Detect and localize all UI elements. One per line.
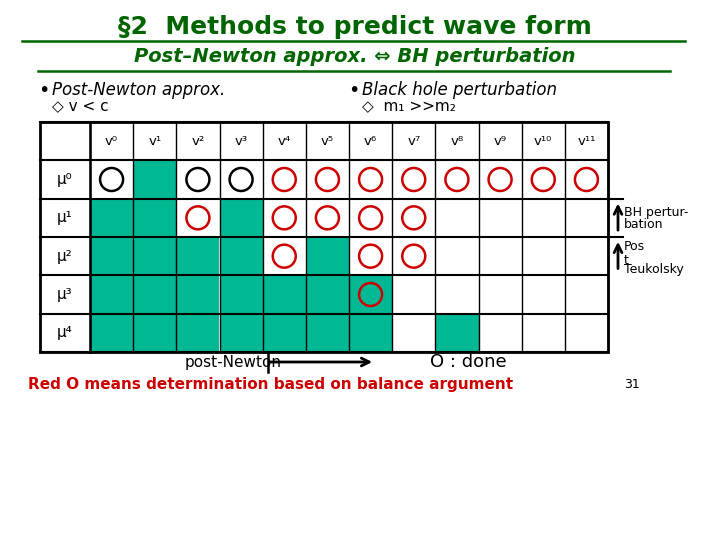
Text: v¹¹: v¹¹ bbox=[577, 134, 595, 147]
Bar bbox=[90, 314, 133, 352]
Text: μ³: μ³ bbox=[57, 287, 73, 302]
Text: bation: bation bbox=[624, 218, 664, 231]
Bar bbox=[306, 314, 349, 352]
Text: μ⁴: μ⁴ bbox=[57, 325, 73, 340]
Bar bbox=[263, 275, 306, 314]
Bar bbox=[220, 275, 263, 314]
Bar bbox=[263, 314, 306, 352]
Bar bbox=[40, 122, 608, 352]
Text: v⁷: v⁷ bbox=[407, 134, 420, 147]
Text: v³: v³ bbox=[235, 134, 248, 147]
Bar bbox=[349, 275, 392, 314]
Bar bbox=[133, 237, 176, 275]
Text: Post–Newton approx. ⇔ BH perturbation: Post–Newton approx. ⇔ BH perturbation bbox=[134, 48, 576, 66]
Text: v⁸: v⁸ bbox=[450, 134, 464, 147]
Text: Red O means determination based on balance argument: Red O means determination based on balan… bbox=[28, 377, 513, 393]
Bar bbox=[306, 237, 349, 275]
Bar bbox=[90, 275, 133, 314]
Text: ◇ v < c: ◇ v < c bbox=[52, 99, 109, 114]
Bar bbox=[176, 275, 220, 314]
Bar bbox=[133, 275, 176, 314]
Text: •: • bbox=[348, 80, 359, 99]
Text: ◇  m₁ >>m₂: ◇ m₁ >>m₂ bbox=[362, 99, 456, 114]
Text: v⁹: v⁹ bbox=[493, 134, 507, 147]
Bar bbox=[133, 314, 176, 352]
Text: μ¹: μ¹ bbox=[57, 211, 73, 225]
Bar bbox=[133, 160, 176, 199]
Text: post-Newton: post-Newton bbox=[185, 354, 282, 369]
Text: Black hole perturbation: Black hole perturbation bbox=[362, 81, 557, 99]
Text: 31: 31 bbox=[624, 379, 640, 392]
Bar bbox=[220, 199, 263, 237]
Text: BH pertur-: BH pertur- bbox=[624, 206, 688, 219]
Text: O : done: O : done bbox=[430, 353, 507, 371]
Bar bbox=[176, 237, 220, 275]
Text: v⁵: v⁵ bbox=[321, 134, 334, 147]
Bar bbox=[90, 237, 133, 275]
Text: v⁰: v⁰ bbox=[105, 134, 118, 147]
Text: μ⁰: μ⁰ bbox=[57, 172, 73, 187]
Text: •: • bbox=[38, 80, 50, 99]
Text: v¹: v¹ bbox=[148, 134, 161, 147]
Text: §2  Methods to predict wave form: §2 Methods to predict wave form bbox=[118, 15, 592, 39]
Bar bbox=[90, 199, 133, 237]
Text: v¹⁰: v¹⁰ bbox=[534, 134, 552, 147]
Bar bbox=[176, 314, 220, 352]
Bar bbox=[220, 314, 263, 352]
Bar bbox=[349, 314, 392, 352]
Bar bbox=[436, 314, 479, 352]
Text: v⁶: v⁶ bbox=[364, 134, 377, 147]
Text: v²: v² bbox=[192, 134, 204, 147]
Bar bbox=[306, 275, 349, 314]
Text: Pos: Pos bbox=[624, 240, 645, 253]
Bar bbox=[220, 237, 263, 275]
Bar bbox=[133, 199, 176, 237]
Text: Post-Newton approx.: Post-Newton approx. bbox=[52, 81, 225, 99]
Text: μ²: μ² bbox=[57, 248, 73, 264]
Text: v⁴: v⁴ bbox=[278, 134, 291, 147]
Text: Teukolsky: Teukolsky bbox=[624, 263, 684, 276]
Text: t: t bbox=[624, 254, 629, 267]
